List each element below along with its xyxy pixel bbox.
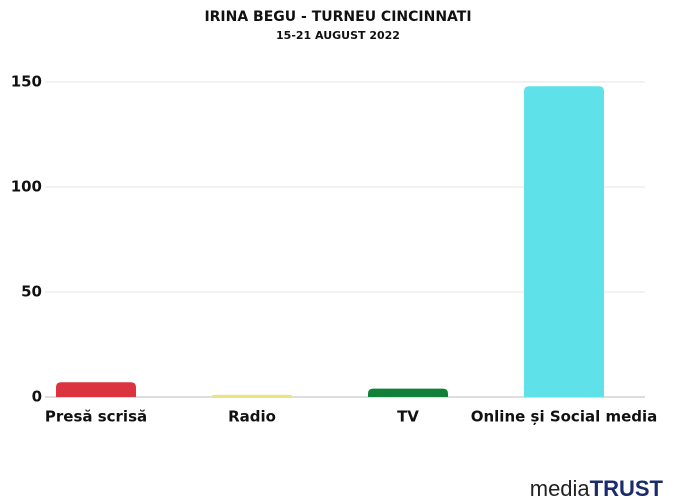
- bar: [212, 394, 292, 397]
- bar: [524, 86, 604, 397]
- logo: mediaTRUST: [530, 476, 664, 501]
- bar: [368, 388, 448, 397]
- x-tick-label: Radio: [228, 408, 276, 426]
- x-tick-label: Presă scrisă: [45, 408, 147, 426]
- x-tick-label: Online și Social media: [471, 408, 658, 426]
- bar: [56, 382, 136, 397]
- y-tick-label: 50: [21, 283, 42, 301]
- chart-title: IRINA BEGU - TURNEU CINCINNATI: [204, 9, 471, 25]
- y-tick-label: 0: [32, 388, 42, 406]
- chart-subtitle: 15-21 AUGUST 2022: [276, 29, 400, 42]
- y-tick-label: 100: [11, 178, 42, 196]
- x-tick-label: TV: [397, 408, 419, 426]
- logo-part: TRUST: [590, 476, 664, 501]
- y-tick-label: 150: [11, 73, 42, 91]
- logo-part: media: [530, 476, 591, 501]
